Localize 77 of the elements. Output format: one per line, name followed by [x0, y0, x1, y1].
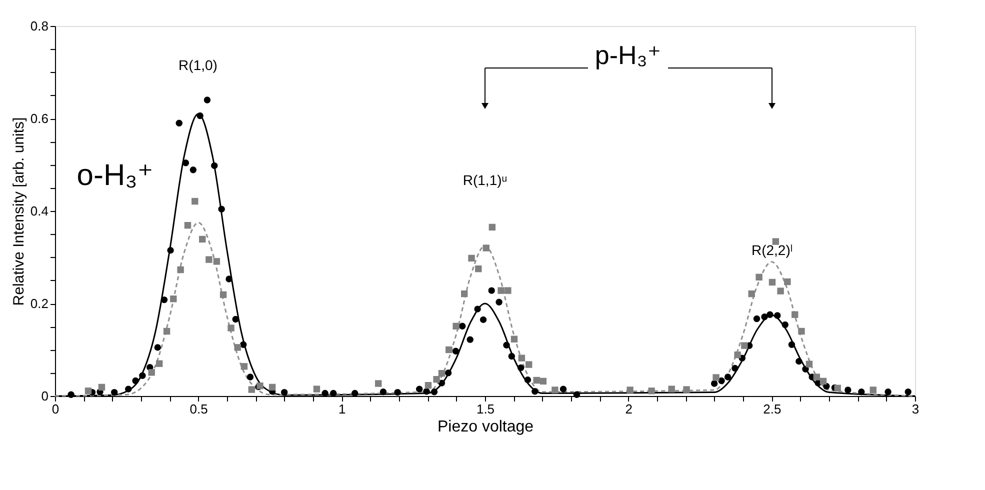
y-tick-label: 0.2 — [30, 296, 48, 311]
point — [668, 386, 675, 392]
point — [170, 296, 177, 302]
point — [683, 386, 690, 393]
annotation: R(2,2)ˡ — [751, 242, 793, 258]
point — [533, 376, 540, 384]
point — [475, 265, 482, 272]
point — [163, 328, 170, 335]
point — [206, 256, 212, 263]
point — [482, 244, 490, 252]
point — [438, 370, 446, 377]
point — [820, 378, 827, 385]
point — [518, 354, 526, 362]
point — [748, 290, 755, 298]
point — [156, 360, 163, 367]
x-tick-label: 2.5 — [763, 402, 782, 416]
point — [313, 386, 320, 392]
point — [798, 328, 805, 335]
x-tick-label: 2 — [625, 402, 632, 416]
point — [806, 360, 813, 368]
point — [220, 291, 227, 298]
point — [213, 258, 220, 265]
x-tick-label: 0 — [52, 402, 60, 416]
x-tick-label: 1.5 — [476, 402, 495, 416]
point — [504, 287, 512, 294]
y-tick-label: 0.8 — [30, 18, 48, 34]
point — [461, 290, 468, 298]
point — [741, 342, 748, 349]
x-axis-title: Piezo voltage — [437, 418, 534, 436]
point — [84, 388, 92, 394]
point — [813, 374, 820, 380]
point — [488, 224, 496, 231]
point — [792, 311, 798, 318]
point — [834, 384, 841, 392]
point — [498, 287, 504, 294]
point — [626, 386, 634, 394]
y-tick-label: 0 — [41, 388, 48, 404]
point — [234, 344, 241, 351]
point — [768, 278, 776, 286]
annotation: o-H₃⁺ — [76, 159, 154, 192]
point — [526, 361, 532, 368]
x-tick-label: 1 — [338, 402, 346, 416]
point — [510, 336, 518, 342]
point — [184, 222, 192, 229]
point — [198, 236, 206, 243]
annotation: p-H₃⁺ — [594, 40, 662, 70]
point — [446, 346, 452, 354]
annotation: R(1,1)ᵘ — [462, 172, 508, 188]
point — [228, 324, 234, 332]
y-axis-title: Relative Intensity [arb. units] — [10, 117, 28, 306]
x-tick-label: 0.5 — [190, 402, 208, 416]
point — [375, 380, 382, 387]
point — [734, 351, 741, 358]
point — [712, 374, 720, 381]
y-tick-label: 0.4 — [30, 204, 48, 218]
point — [98, 384, 106, 391]
point — [552, 386, 558, 394]
annotation: R(1,0) — [178, 57, 218, 73]
point — [424, 382, 432, 389]
point — [468, 254, 475, 262]
point — [756, 274, 762, 280]
point — [240, 363, 248, 370]
point — [248, 386, 256, 393]
point — [452, 322, 460, 330]
point — [870, 386, 876, 394]
point — [648, 388, 655, 394]
point — [777, 288, 784, 294]
point — [268, 384, 276, 391]
y-tick-label: 0.6 — [30, 111, 48, 126]
point — [772, 238, 780, 245]
point — [177, 266, 184, 274]
point — [433, 376, 440, 383]
point — [540, 378, 547, 385]
point — [148, 369, 155, 376]
point — [784, 278, 791, 286]
point — [192, 198, 198, 205]
x-tick-label: 3 — [912, 402, 920, 416]
